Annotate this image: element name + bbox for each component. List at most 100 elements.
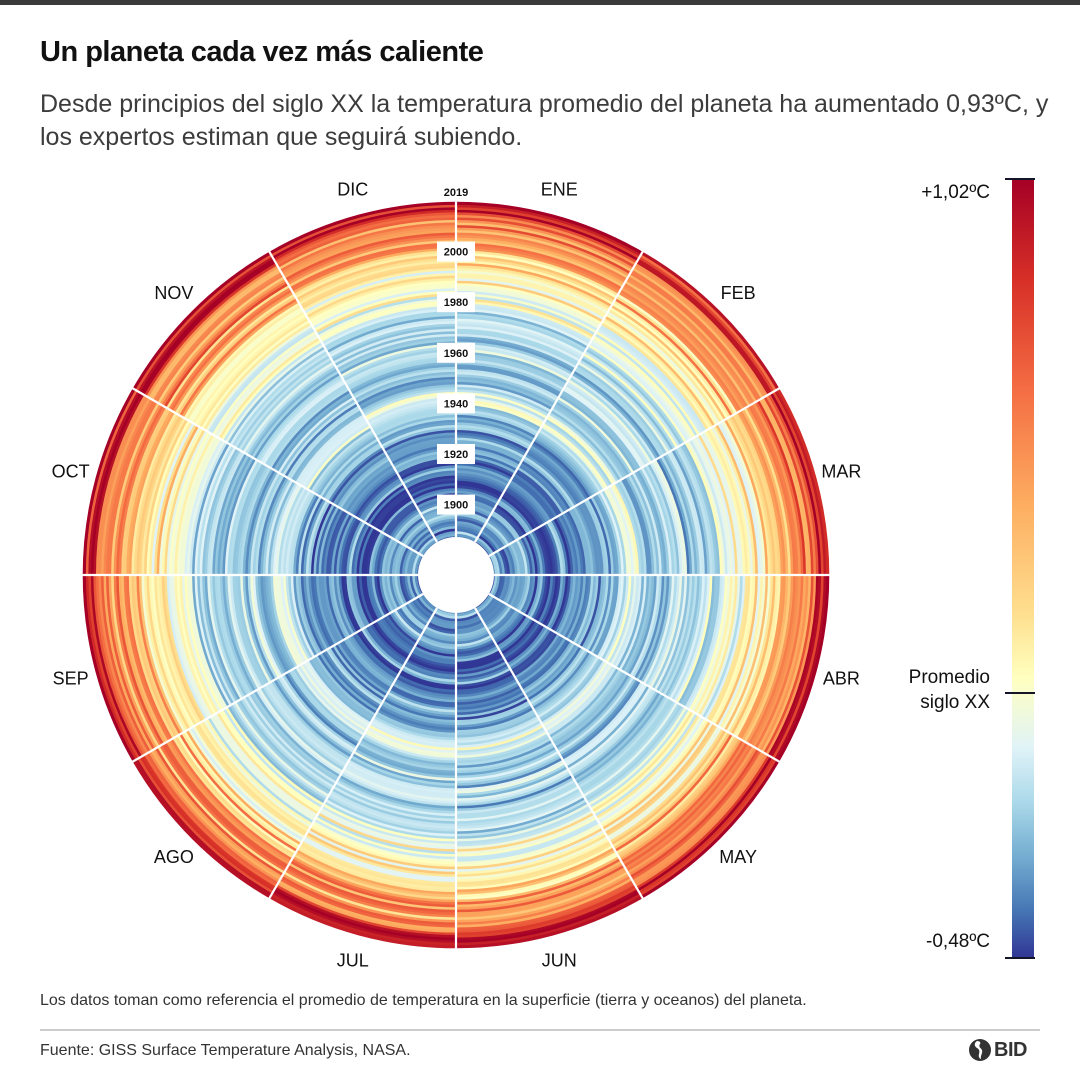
ring-segment-1957-SEP	[239, 574, 272, 684]
ring-segment-1908-OCT	[363, 528, 379, 576]
ring-segment-1903-NOV	[386, 505, 418, 537]
ring-segment-1934-NOV	[318, 437, 379, 498]
ring-segment-1912-JUL	[404, 661, 457, 678]
ring-segment-1978-AGO	[222, 708, 323, 809]
ring-segment-2006-OCT	[115, 404, 164, 576]
ring-segment-1995-OCT	[143, 418, 189, 576]
ring-segment-1992-SEP	[151, 574, 195, 728]
ring-segment-1971-MAR	[671, 449, 708, 576]
ring-segment-1953-JUN	[455, 750, 560, 782]
year-label-text: 1900	[444, 500, 468, 512]
ring-segment-1932-ABR	[585, 574, 610, 652]
ring-segment-1989-ABR	[710, 574, 754, 724]
year-label-text: 1920	[444, 449, 468, 461]
ring-segment-2012-MAY	[632, 751, 764, 883]
ring-segment-1915-ABR	[548, 574, 567, 631]
logo-text: BID	[994, 1038, 1027, 1061]
ring-segment-1994-OCT	[145, 419, 191, 576]
ring-segment-1996-FEB	[611, 302, 729, 420]
ring-segment-2019-FEB	[641, 251, 780, 390]
ring-segment-1918-AGO	[354, 632, 399, 677]
ring-segment-1997-JUN	[455, 847, 615, 893]
ring-segment-1968-SEP	[211, 574, 248, 698]
ring-segment-1966-JUL	[336, 779, 457, 815]
ring-segment-1899-AGO	[395, 608, 423, 636]
ring-segment-2017-OCT	[87, 390, 140, 576]
ring-segment-1960-OCT	[231, 462, 265, 576]
ring-segment-1995-ENE	[455, 262, 613, 308]
ring-segment-1994-JUN	[455, 840, 612, 886]
ring-segment-1912-DIC	[404, 472, 457, 489]
ring-segment-1987-FEB	[600, 321, 710, 431]
ring-segment-1901-JUN	[455, 637, 494, 650]
ring-segment-2018-SEP	[85, 574, 138, 761]
ring-segment-1909-FEB	[501, 492, 539, 530]
ring-segment-1941-MAR	[605, 487, 632, 576]
month-spoke	[488, 386, 782, 557]
ring-segment-2003-ENE	[455, 242, 623, 290]
ring-segment-1912-JUN	[455, 661, 508, 678]
ring-segment-1958-OCT	[237, 465, 270, 576]
ring-segment-1934-ENE	[455, 416, 536, 441]
ring-segment-1990-FEB	[604, 315, 716, 427]
ring-segment-1999-JUL	[294, 851, 457, 898]
ring-segment-1944-DIC	[364, 391, 457, 419]
ring-segment-2015-ENE	[455, 211, 638, 264]
ring-segment-1939-NOV	[307, 426, 373, 492]
ring-segment-1929-AGO	[329, 646, 385, 702]
ring-segment-1951-NOV	[281, 400, 357, 476]
ring-segment-1955-ENE	[455, 363, 562, 395]
ring-segment-1998-FEB	[614, 297, 734, 417]
ring-segment-1952-JUL	[354, 748, 457, 779]
ring-segment-1934-FEB	[533, 437, 594, 498]
ring-segment-1899-ABR	[513, 574, 526, 610]
ring-segment-2011-SEP	[102, 574, 153, 752]
ring-segment-1947-NOV	[290, 409, 362, 481]
ring-segment-2004-JUN	[455, 862, 624, 911]
ring-segment-1902-JUL	[417, 639, 457, 653]
ring-segment-1922-JUN	[455, 683, 520, 703]
ring-segment-1989-MAY	[603, 722, 714, 833]
ring-segment-1936-MAR	[594, 493, 620, 576]
ring-segment-1965-ENE	[455, 338, 575, 373]
ring-segment-2016-DIC	[273, 209, 457, 261]
ring-segment-1973-SEP	[199, 574, 237, 704]
ring-segment-1908-FEB	[500, 494, 537, 531]
ring-segment-1968-MAR	[664, 452, 701, 576]
ring-segment-1961-JUN	[455, 768, 570, 802]
ring-segment-1969-MAR	[667, 451, 703, 576]
ring-segment-1980-JUN	[455, 810, 594, 850]
ring-segment-1946-ENE	[455, 386, 551, 415]
ring-segment-1935-ENE	[455, 414, 537, 439]
ring-segment-1915-MAY	[509, 628, 552, 671]
ring-segment-1979-AGO	[220, 709, 322, 811]
ring-segment-1999-JUN	[455, 851, 618, 898]
ring-segment-1927-MAY	[524, 643, 578, 697]
ring-segment-1930-SEP	[307, 574, 331, 650]
ring-segment-1935-AGO	[316, 653, 378, 715]
ring-segment-1950-ABR	[625, 574, 655, 675]
ring-segment-1995-ABR	[723, 574, 769, 732]
ring-segment-1932-SEP	[302, 574, 327, 652]
ring-segment-1911-FEB	[504, 488, 543, 527]
ring-segment-1906-FEB	[498, 499, 532, 533]
year-label-background	[437, 241, 475, 262]
ring-segment-1923-MAY	[519, 638, 569, 688]
ring-segment-1976-MAY	[586, 705, 686, 805]
ring-segment-1983-JUN	[455, 816, 598, 858]
ring-segment-2005-OCT	[118, 406, 167, 576]
ring-segment-1898-JUN	[455, 630, 490, 643]
color-scale-bar	[1012, 179, 1034, 958]
ring-segment-1962-AGO	[257, 687, 344, 774]
ring-segment-1986-JUL	[311, 823, 457, 865]
ring-segment-1906-JUN	[455, 647, 500, 663]
year-label-1960: 1960	[437, 342, 475, 363]
ring-segment-1937-JUN	[455, 715, 539, 741]
ring-segment-1996-DIC	[298, 259, 457, 305]
ring-segment-1936-ENE	[455, 411, 538, 437]
ring-segment-1984-OCT	[171, 432, 213, 576]
ring-segment-2008-DIC	[283, 229, 457, 279]
ring-segment-1986-FEB	[599, 324, 707, 432]
ring-segment-1997-FEB	[613, 299, 732, 418]
ring-segment-1985-MAR	[702, 431, 744, 576]
